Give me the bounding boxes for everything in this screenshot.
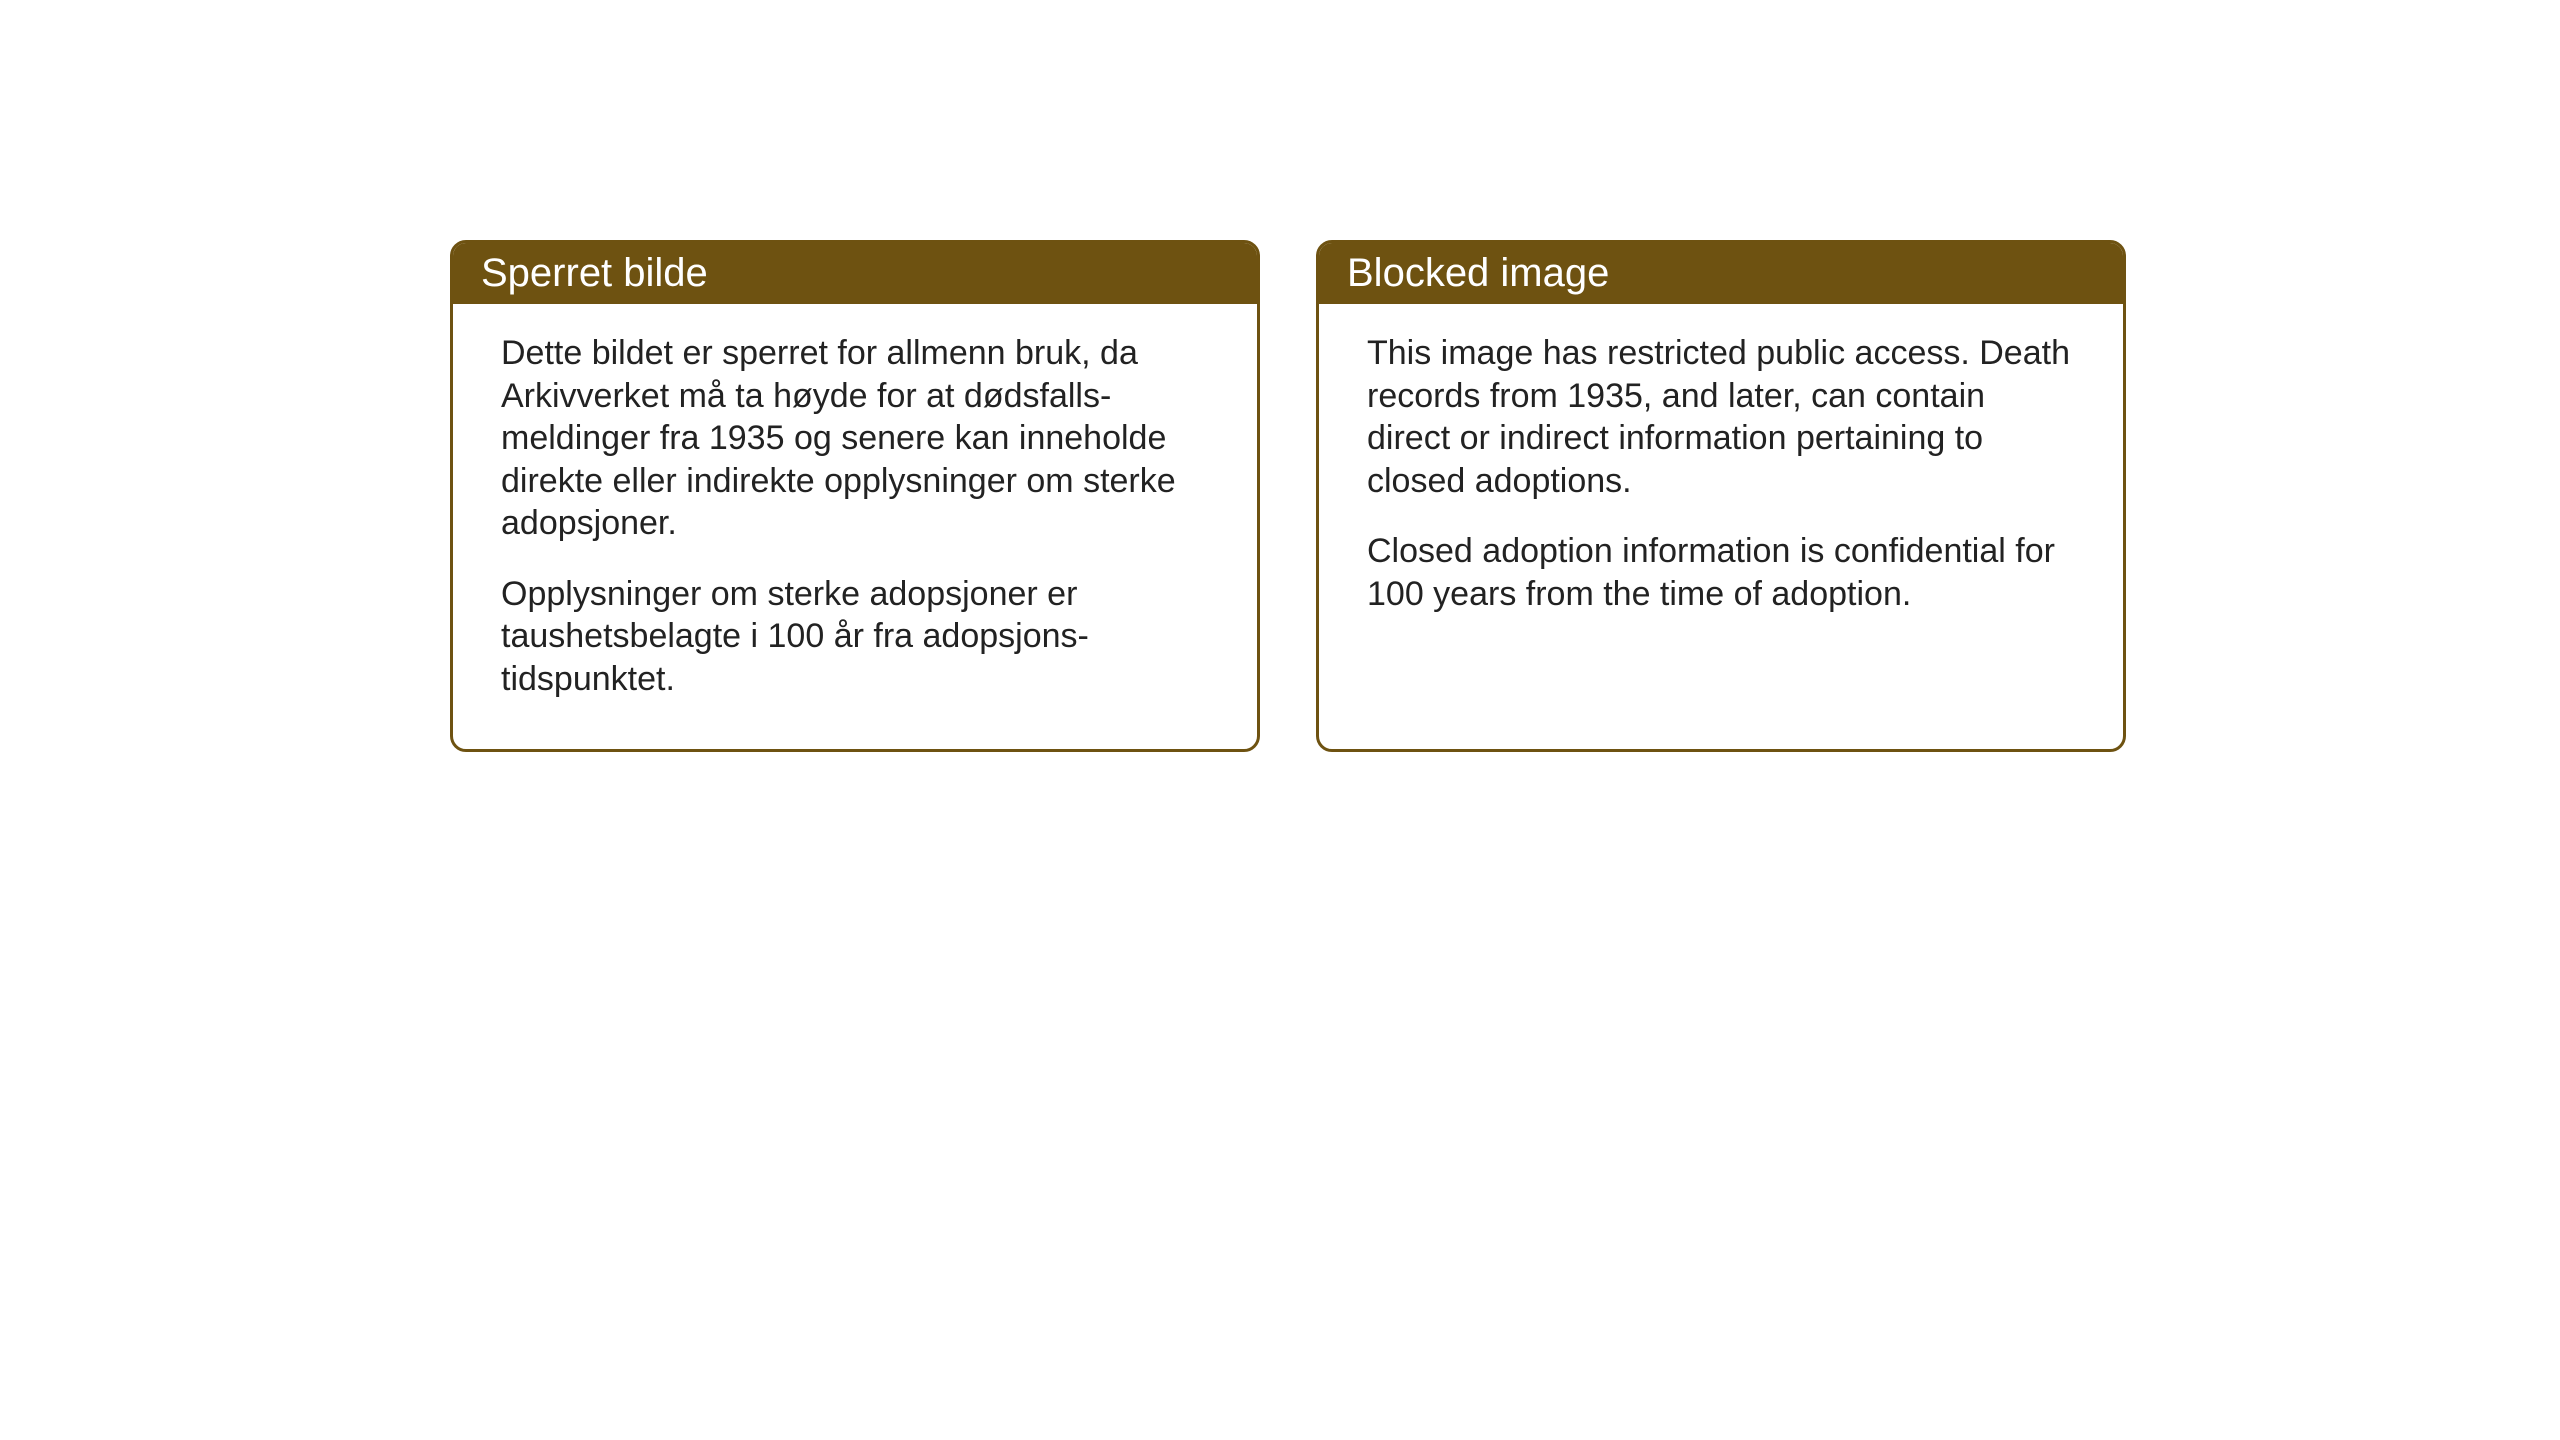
card-title-norwegian: Sperret bilde [453,243,1257,304]
cards-container: Sperret bilde Dette bildet er sperret fo… [450,240,2126,752]
card-paragraph-2-english: Closed adoption information is confident… [1367,530,2075,615]
card-title-english: Blocked image [1319,243,2123,304]
blocked-image-card-english: Blocked image This image has restricted … [1316,240,2126,752]
card-paragraph-2-norwegian: Opplysninger om sterke adopsjoner er tau… [501,573,1209,701]
blocked-image-card-norwegian: Sperret bilde Dette bildet er sperret fo… [450,240,1260,752]
card-body-english: This image has restricted public access.… [1319,304,2123,651]
card-paragraph-1-norwegian: Dette bildet er sperret for allmenn bruk… [501,332,1209,545]
card-body-norwegian: Dette bildet er sperret for allmenn bruk… [453,304,1257,736]
card-paragraph-1-english: This image has restricted public access.… [1367,332,2075,502]
